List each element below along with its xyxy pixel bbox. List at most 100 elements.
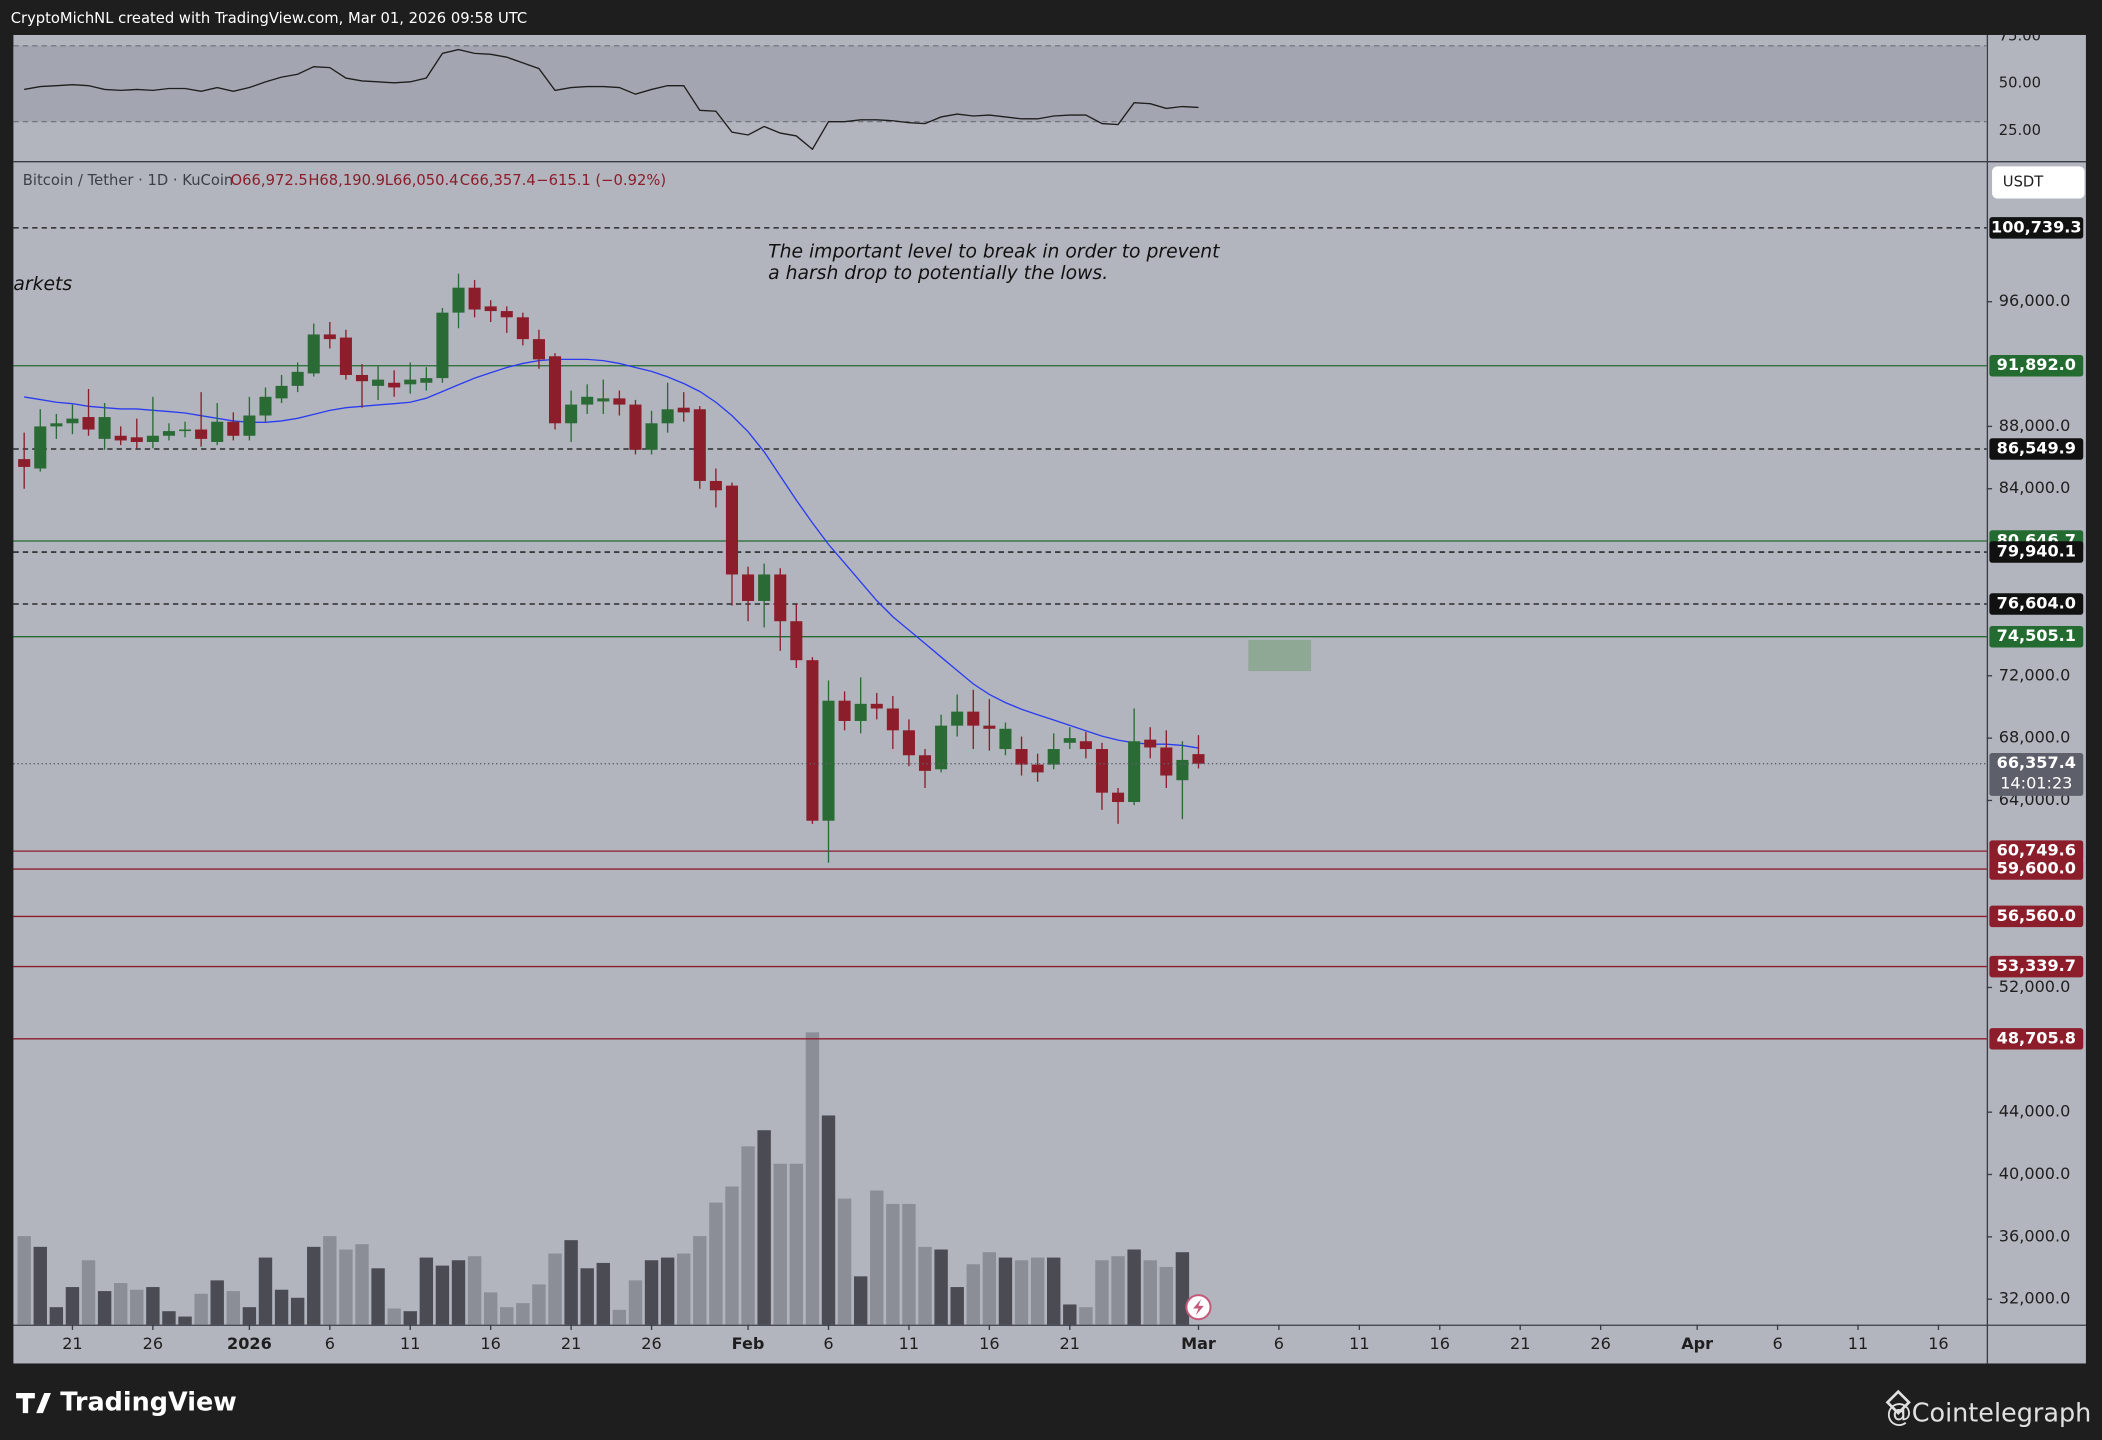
- x-tick-label: 6: [823, 1334, 833, 1353]
- annotation: The important level to break in order to…: [768, 242, 1220, 263]
- level-label-box: [1989, 840, 2084, 862]
- currency-label[interactable]: USDT: [2003, 173, 2044, 190]
- volume-bar: [97, 1291, 112, 1325]
- x-tick-label: Apr: [1681, 1334, 1713, 1353]
- watermark: @Cointelegraph: [1886, 1398, 2091, 1428]
- volume-bar: [789, 1163, 804, 1325]
- level-label-box: [1989, 355, 2084, 377]
- volume-bar: [65, 1287, 80, 1325]
- legend-symbol: Bitcoin / Tether · 1D · KuCoin: [23, 172, 233, 189]
- x-tick-label: 16: [1928, 1334, 1948, 1353]
- volume-bar: [998, 1257, 1013, 1325]
- level-label: 100,739.3: [1991, 217, 2082, 236]
- legend-high: H68,190.9: [308, 172, 385, 189]
- candle-body: [935, 725, 948, 770]
- candle-body: [291, 371, 304, 386]
- candle-body: [162, 431, 175, 436]
- volume-bar: [258, 1257, 273, 1325]
- level-label-box: [1989, 955, 2084, 978]
- volume-bar: [371, 1268, 385, 1325]
- x-tick-label: 21: [62, 1334, 82, 1353]
- candle-body: [725, 485, 739, 575]
- volume-bar: [242, 1307, 257, 1325]
- volume-bar: [1047, 1257, 1061, 1325]
- volume-bar: [17, 1236, 31, 1325]
- plot: 75.00 50.00 25.00 96,000.0 88,000.0 84,000.0 7…: [13, 27, 2084, 1353]
- level-label-box: [1989, 626, 2084, 648]
- volume-bar: [902, 1203, 916, 1325]
- candle-body: [581, 396, 594, 405]
- candle-body: [613, 398, 626, 405]
- level-label: 60,749.6: [1997, 841, 2076, 860]
- candle-body: [307, 334, 320, 374]
- rsi-tick-label: 50.00: [1999, 75, 2041, 92]
- rsi-tick-label: 75.00: [1999, 27, 2041, 44]
- rsi-tick-label: 25.00: [1999, 122, 2041, 139]
- candle-body: [629, 404, 642, 450]
- volume-bar: [451, 1260, 466, 1325]
- volume-bar: [516, 1303, 530, 1325]
- candle-body: [34, 426, 47, 469]
- volume-bar: [467, 1256, 482, 1325]
- candle-body: [870, 703, 883, 709]
- legend-open: O66,972.5: [231, 172, 308, 189]
- volume-bar: [323, 1236, 337, 1325]
- legend-close: C66,357.4: [460, 172, 536, 189]
- currency-button[interactable]: [1992, 166, 2085, 199]
- x-tick-label: 21: [561, 1334, 581, 1353]
- candle-body: [484, 306, 497, 312]
- level-label-box: [1989, 541, 2084, 563]
- logo-text: TradingView: [60, 1388, 236, 1418]
- candle-body: [436, 312, 449, 379]
- volume-bar: [49, 1307, 64, 1325]
- note-fragment: arkets: [13, 274, 72, 295]
- volume-bar: [644, 1260, 659, 1325]
- candle-body: [420, 378, 433, 383]
- candle-body: [951, 711, 964, 726]
- level-label-box: [1989, 858, 2084, 880]
- annotation: a harsh drop to potentially the lows.: [768, 263, 1108, 284]
- header-credit: CryptoMichNL created with TradingView.co…: [11, 10, 527, 27]
- volume-bar: [307, 1246, 321, 1325]
- x-tick-label: 26: [1590, 1334, 1610, 1353]
- volume-bar: [628, 1280, 643, 1325]
- rsi-band: [13, 45, 1987, 122]
- volume-bar: [725, 1186, 739, 1325]
- volume-bar: [564, 1240, 578, 1325]
- candle-body: [1176, 759, 1189, 781]
- candle-body: [774, 574, 787, 622]
- candle-body: [179, 429, 192, 432]
- candle-body: [532, 339, 545, 360]
- volume-bar: [274, 1289, 289, 1325]
- candle-body: [886, 708, 899, 731]
- candle-body: [645, 423, 658, 450]
- x-tick-label: 16: [979, 1334, 999, 1353]
- volume-bar: [1030, 1257, 1045, 1325]
- candle-body: [822, 700, 835, 821]
- candle-body: [468, 287, 481, 310]
- volume-bar: [677, 1253, 691, 1325]
- level-label-box: [1989, 593, 2084, 615]
- candle-body: [66, 418, 79, 424]
- candle-body: [372, 379, 385, 386]
- volume-bar: [355, 1244, 369, 1325]
- event-icon-bolt: [1193, 1299, 1204, 1316]
- candle-body: [323, 334, 336, 340]
- candle-body: [227, 421, 240, 436]
- volume-bar: [500, 1307, 514, 1325]
- candle-body: [918, 755, 932, 771]
- volume-bar: [1143, 1260, 1157, 1325]
- candle-body: [565, 404, 578, 424]
- candle-body: [1112, 792, 1125, 803]
- y-tick-label: 68,000.0: [1999, 728, 2071, 747]
- candle-body: [500, 311, 513, 318]
- countdown-label: 14:01:23: [2000, 773, 2072, 792]
- candle-body: [709, 480, 722, 491]
- zone: [1248, 639, 1312, 672]
- candle-body: [259, 396, 272, 416]
- volume-bar: [483, 1292, 498, 1325]
- volume-bar: [757, 1130, 771, 1325]
- candle-body: [452, 287, 465, 313]
- candle-body: [693, 409, 706, 481]
